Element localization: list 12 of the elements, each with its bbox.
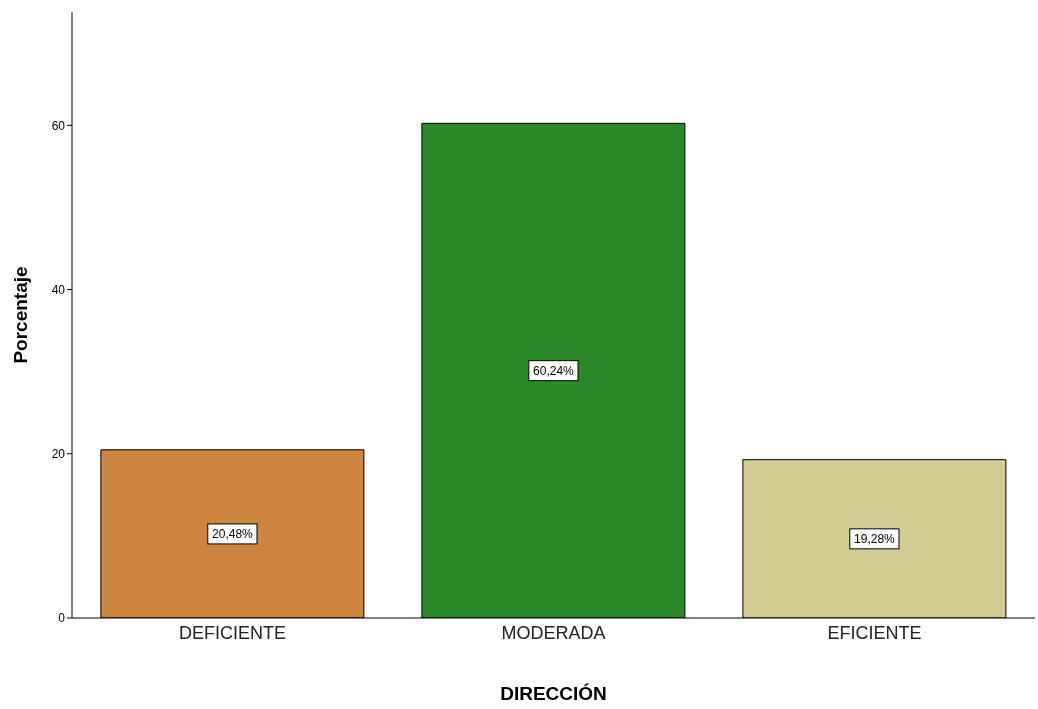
y-tick-label: 60: [51, 118, 66, 133]
y-tick-label: 20: [51, 447, 66, 462]
x-tick-label: DEFICIENTE: [178, 622, 287, 643]
data-label: 20,48%: [212, 527, 254, 542]
x-tick-label: MODERADA: [501, 622, 606, 643]
x-tick-label: EFICIENTE: [827, 622, 922, 643]
y-tick-label: 0: [58, 611, 66, 626]
y-tick-label: 40: [51, 282, 66, 297]
data-label: 60,24%: [533, 364, 575, 379]
data-label: 19,28%: [854, 532, 896, 547]
y-axis-title: Porcentaje: [9, 266, 31, 364]
x-axis-title: DIRECCIÓN: [500, 683, 607, 704]
